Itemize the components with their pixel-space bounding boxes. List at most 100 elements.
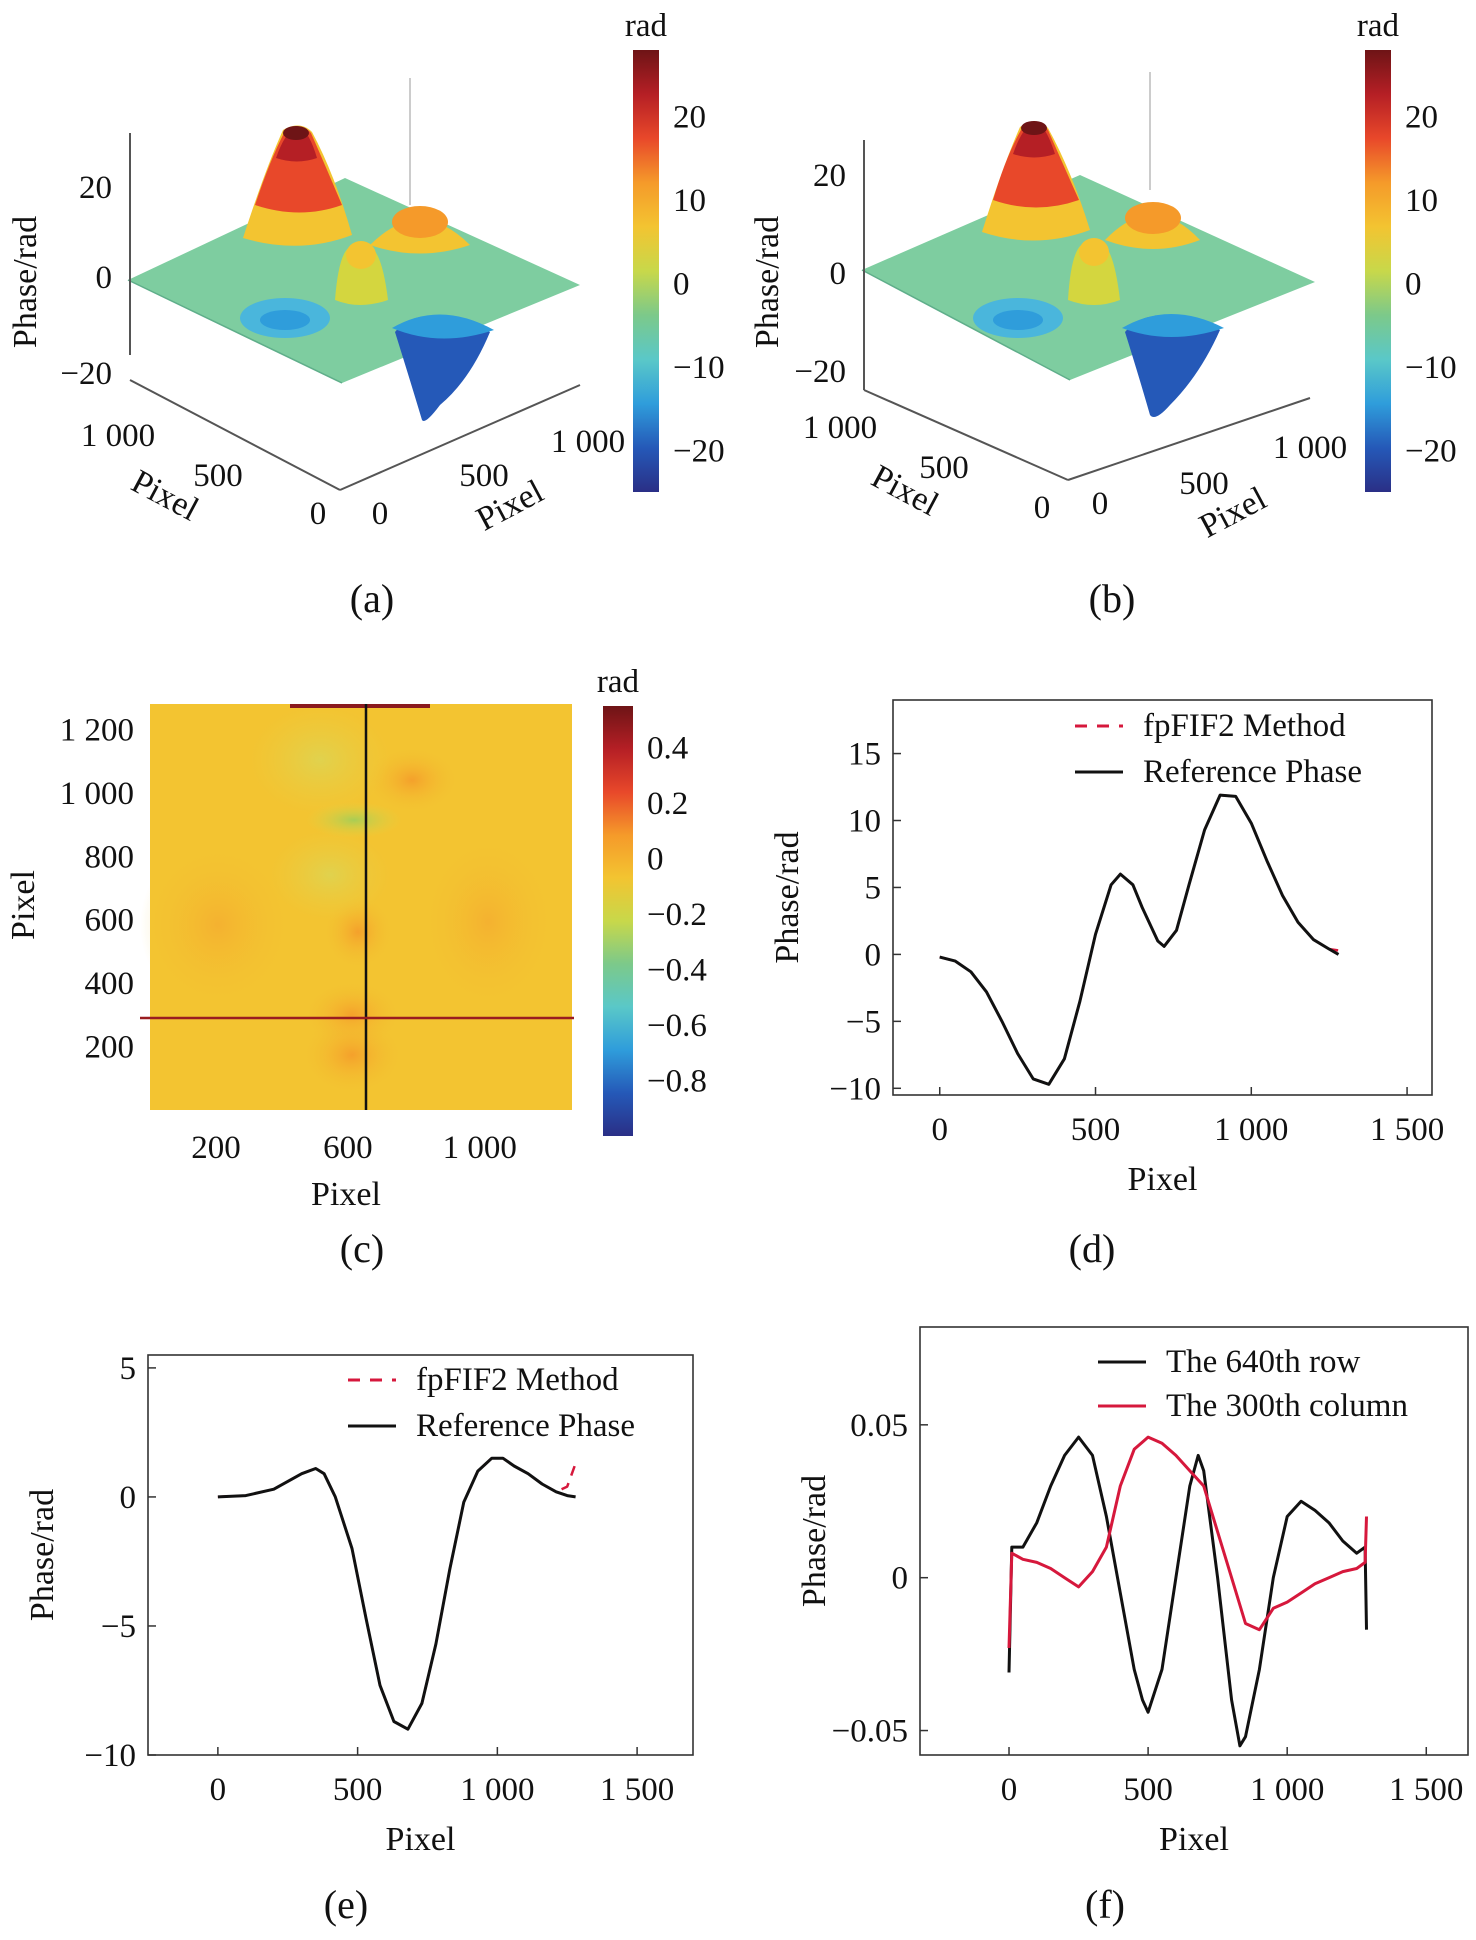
zaxis-tick-label: −20 <box>60 356 112 392</box>
legend-label: The 640th row <box>1166 1344 1360 1380</box>
plot-frame <box>147 1354 694 1756</box>
xaxis-tick-label: 1 000 <box>443 1130 517 1166</box>
minor-trough-core <box>993 310 1043 330</box>
zaxis-tick-label: −20 <box>794 354 846 390</box>
colorbar-title: rad <box>625 8 668 44</box>
xaxis-line <box>863 389 1069 481</box>
colorbar-tick-label: 20 <box>673 100 706 136</box>
major-trough <box>1125 315 1220 418</box>
yaxis-tick-label: 0.05 <box>850 1408 908 1444</box>
colorbar-tick-label: 10 <box>673 183 706 219</box>
peak-right-top <box>1125 202 1181 234</box>
panel-e: (e) 0 500 1 000 1 500 5 0 −5 −10 Pixel Phase/rad f… <box>24 1351 694 1927</box>
yaxis-tick-label: 15 <box>848 737 881 773</box>
yaxis-tick-label: 1 000 <box>551 424 625 460</box>
peak-center-top <box>346 241 376 269</box>
heat-blob-left <box>140 840 296 1010</box>
colorbar-tick-label: 0 <box>673 267 690 303</box>
xaxis-tick-label: 1 000 <box>460 1772 534 1808</box>
colorbar <box>1365 50 1391 492</box>
peak-right-top <box>392 206 448 238</box>
yaxis-tick-label: 5 <box>865 870 882 906</box>
legend-label: fpFIF2 Method <box>416 1362 619 1398</box>
xaxis-tick-label: 500 <box>193 458 243 494</box>
colorbar-tick-label: 10 <box>1405 183 1438 219</box>
colorbar-tick-label: 20 <box>1405 100 1438 136</box>
colorbar-tick-label: −20 <box>673 433 725 469</box>
colorbar-title: rad <box>597 664 640 700</box>
series-line-0 <box>939 793 1339 1086</box>
xaxis-tick-label: 0 <box>931 1112 948 1148</box>
panel-f: (f) 0 500 1 000 1 500 0.05 0 −0.05 Pixel Phase/r… <box>796 1326 1469 1927</box>
colorbar-tick-label: −0.8 <box>647 1064 707 1100</box>
yaxis-tick-label: 600 <box>85 903 135 939</box>
zaxis-tick-label: 20 <box>813 158 846 194</box>
xaxis-tick-label: 0 <box>1001 1772 1018 1808</box>
colorbar-tick-label: −10 <box>1405 350 1457 386</box>
xaxis-tick-label: 1 000 <box>803 410 877 446</box>
yaxis-tick-label: −0.05 <box>832 1714 908 1750</box>
xaxis-tick-label: 1 500 <box>1370 1112 1444 1148</box>
heat-blob-lightgreen <box>250 705 390 815</box>
colorbar-title: rad <box>1357 8 1400 44</box>
colorbar-tick-label: −20 <box>1405 433 1457 469</box>
xlabel-c: Pixel <box>311 1176 381 1213</box>
yaxis-tick-label: 400 <box>85 966 135 1002</box>
xaxis-label: Pixel <box>1159 1821 1229 1858</box>
ylabel-c: Pixel <box>5 870 42 940</box>
yaxis-label: Phase/rad <box>24 1489 61 1621</box>
caption-e: (e) <box>324 1882 368 1927</box>
zaxis-tick-label: 0 <box>830 256 847 292</box>
peak-main-mid <box>993 123 1079 208</box>
colorbar-tick-label: −10 <box>673 350 725 386</box>
xaxis-tick-label: 1 000 <box>81 418 155 454</box>
caption-b: (b) <box>1089 576 1136 621</box>
yaxis-tick-label: 0 <box>892 1561 909 1597</box>
panel-a-surface <box>127 78 581 491</box>
peak-main-apex <box>1021 121 1047 135</box>
yaxis-tick-label: 1 000 <box>1273 430 1347 466</box>
minor-trough-core <box>260 310 310 330</box>
series-line-0 <box>217 1456 577 1731</box>
yaxis-tick-label: 500 <box>1179 466 1229 502</box>
colorbar-tick-label: 0.2 <box>647 786 688 822</box>
caption-f: (f) <box>1085 1882 1125 1927</box>
zlabel-a: Phase/rad <box>7 216 44 348</box>
xaxis-tick-label: 500 <box>919 450 969 486</box>
yaxis-tick-label: 0 <box>1092 486 1109 522</box>
surface-edge <box>127 279 343 384</box>
peak-center-top <box>1079 238 1109 266</box>
caption-a: (a) <box>350 576 394 621</box>
caption-c: (c) <box>340 1226 384 1271</box>
colorbar-tick-label: 0 <box>1405 267 1422 303</box>
yaxis-tick-label: −5 <box>101 1609 136 1645</box>
yaxis-tick-label: 0 <box>865 937 882 973</box>
xaxis-tick-label: 0 <box>1034 490 1051 526</box>
series-line-1 <box>1007 1435 1368 1649</box>
xaxis-tick-label: 600 <box>323 1130 373 1166</box>
yaxis-tick-label: 1 200 <box>60 712 134 748</box>
yaxis-tick-label: 5 <box>120 1351 137 1387</box>
peak-main-apex <box>283 126 309 140</box>
xaxis-tick-label: 1 500 <box>600 1772 674 1808</box>
colorbar-tick-label: −0.4 <box>647 953 707 989</box>
panel-d: (d) 0 500 1 000 1 500 15 10 5 0 −5 −10 Pixel Phase/… <box>769 699 1444 1271</box>
colorbar <box>633 50 659 492</box>
heat-blob-lightgreen-2 <box>270 830 390 920</box>
panel-b-surface <box>861 72 1315 481</box>
caption-d: (d) <box>1069 1226 1116 1271</box>
colorbar-tick-label: 0 <box>647 842 664 878</box>
major-trough <box>395 316 490 421</box>
plot-frame <box>919 1326 1469 1756</box>
xaxis-tick-label: 200 <box>191 1130 241 1166</box>
heat-blob-bottom <box>300 1015 404 1095</box>
legend-label: fpFIF2 Method <box>1143 708 1346 744</box>
legend-label: Reference Phase <box>416 1408 635 1444</box>
zlabel-b: Phase/rad <box>749 216 786 348</box>
peak-main-mid <box>255 126 342 213</box>
xaxis-tick-label: 1 000 <box>1250 1772 1324 1808</box>
xaxis-tick-label: 0 <box>310 496 327 532</box>
